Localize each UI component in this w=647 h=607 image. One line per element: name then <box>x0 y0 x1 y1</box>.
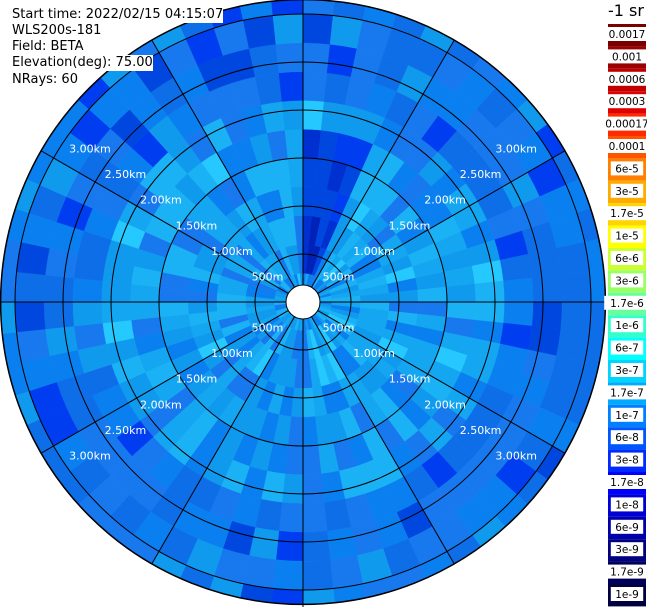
colorbar-label: 3e-5 <box>615 186 639 198</box>
ring-label: 500m <box>323 270 355 283</box>
colorbar-label: 1e-8 <box>615 499 639 511</box>
ring-label: 1.50km <box>176 373 218 386</box>
colorbar-label: 3e-9 <box>615 544 639 556</box>
ring-label: 3.00km <box>495 449 537 462</box>
colorbar-label: 6e-5 <box>615 163 639 175</box>
azimuth-spoke <box>40 150 289 294</box>
colorbar-label: 1.7e-6 <box>610 298 644 310</box>
ring-labels: 500m 1.00km 1.50km 2.00km 2.50km 3.00km 500m 1.… <box>69 143 537 463</box>
ring-label: 3.00km <box>495 143 537 156</box>
ring-label: 2.00km <box>140 194 182 207</box>
colorbar-label-bg <box>610 542 644 557</box>
ring-label: 500m <box>252 322 284 335</box>
colorbar-label-bg <box>610 161 644 176</box>
azimuth-spoke <box>40 310 289 454</box>
ring-label: 1.50km <box>176 219 218 232</box>
colorbar-label-bg <box>610 273 644 288</box>
azimuth-spoke <box>317 150 566 294</box>
nrays-label: NRays: 60 <box>12 72 78 88</box>
colorbar-label: 3e-6 <box>615 275 639 287</box>
colorbar-label: 0.0006 <box>609 74 646 86</box>
colorbar-label: 0.00017 <box>605 119 647 131</box>
azimuth-spoke <box>311 316 455 565</box>
colorbar-label-bg <box>604 139 647 153</box>
colorbar-label: 6e-6 <box>615 253 639 265</box>
colorbar-label-bg <box>604 475 647 489</box>
colorbar-label: 0.0017 <box>609 29 646 41</box>
ring-label: 2.00km <box>140 398 182 411</box>
colorbar-label: 1e-7 <box>615 410 639 422</box>
colorbar-label: 1.7e-9 <box>610 567 644 579</box>
ring-label: 1.00km <box>211 347 253 360</box>
ring-label: 2.50km <box>460 168 502 181</box>
ring-label: 1.00km <box>353 347 395 360</box>
colorbar-label: 6e-7 <box>615 343 639 355</box>
ring-label: 1.00km <box>211 245 253 258</box>
colorbar-label: 6e-8 <box>615 432 639 444</box>
ring-label: 500m <box>252 270 284 283</box>
azimuth-spokes <box>0 0 610 607</box>
colorbar-label-bg <box>610 318 644 333</box>
colorbar-label: 1e-9 <box>615 589 639 601</box>
ring-label: 3.00km <box>69 449 111 462</box>
colorbar-label-bg <box>610 340 644 355</box>
ring-label: 2.00km <box>424 194 466 207</box>
ring-label: 2.00km <box>424 398 466 411</box>
ring-label: 3.00km <box>69 143 111 156</box>
ring-label: 1.50km <box>389 219 431 232</box>
colorbar-label-bg <box>610 519 644 534</box>
colorbar-label: 1e-6 <box>615 320 639 332</box>
colorbar-label-bg <box>610 587 644 601</box>
colorbar-label: 1.7e-8 <box>610 477 644 489</box>
ring-label: 500m <box>323 322 355 335</box>
ring-label: 1.50km <box>389 373 431 386</box>
colorbar-label-bg <box>604 94 647 109</box>
ring-label: 1.00km <box>353 245 395 258</box>
colorbar-label: 1e-5 <box>615 231 639 243</box>
azimuth-spoke <box>317 310 566 454</box>
colorbar-label-bg <box>600 116 647 131</box>
colorbar-label-bg <box>610 183 644 198</box>
colorbar-label-bg <box>610 251 644 265</box>
colorbar-label-bg <box>607 49 647 64</box>
colorbar-label-bg <box>604 206 647 221</box>
ring-label: 2.50km <box>105 168 147 181</box>
colorbar-label-bg <box>604 295 647 310</box>
colorbar-label-bg <box>604 385 647 400</box>
colorbar-label-bg <box>610 228 644 243</box>
center-hole <box>285 284 321 320</box>
start-time-label: Start time: 2022/02/15 04:15:07 <box>12 7 224 23</box>
colorbar-label-bg <box>610 452 644 467</box>
colorbar-label: 0.0001 <box>609 141 646 153</box>
ring-label: 2.50km <box>105 424 147 437</box>
colorbar-label: 3e-8 <box>615 455 639 467</box>
colorbar-label-bg <box>604 564 647 579</box>
elevation-label: Elevation(deg): 75.00 <box>12 55 153 71</box>
colorbar-label-bg <box>604 27 647 41</box>
colorbar-unit-label: -1 sr <box>608 1 644 20</box>
instrument-label: WLS200s-181 <box>12 23 102 39</box>
colorbar-label: 3e-7 <box>615 365 639 377</box>
azimuth-spoke <box>151 39 295 288</box>
colorbar-label-bg <box>610 407 644 422</box>
colorbar-label-bg <box>610 497 644 512</box>
field-label: Field: BETA <box>12 39 84 55</box>
colorbar-label: 1.7e-7 <box>610 387 644 399</box>
colorbar-label: 0.001 <box>612 51 642 63</box>
colorbar-label: 0.0003 <box>609 96 646 108</box>
colorbar-label-bg <box>610 363 644 377</box>
colorbar-label-bg <box>610 430 644 445</box>
colorbar-label-bg <box>604 71 647 86</box>
azimuth-spoke <box>151 316 295 565</box>
azimuth-spoke <box>311 39 455 288</box>
colorbar-label: 6e-9 <box>615 522 639 534</box>
ring-label: 2.50km <box>460 424 502 437</box>
center-hole <box>285 284 321 320</box>
colorbar-label: 1.7e-5 <box>610 208 644 220</box>
